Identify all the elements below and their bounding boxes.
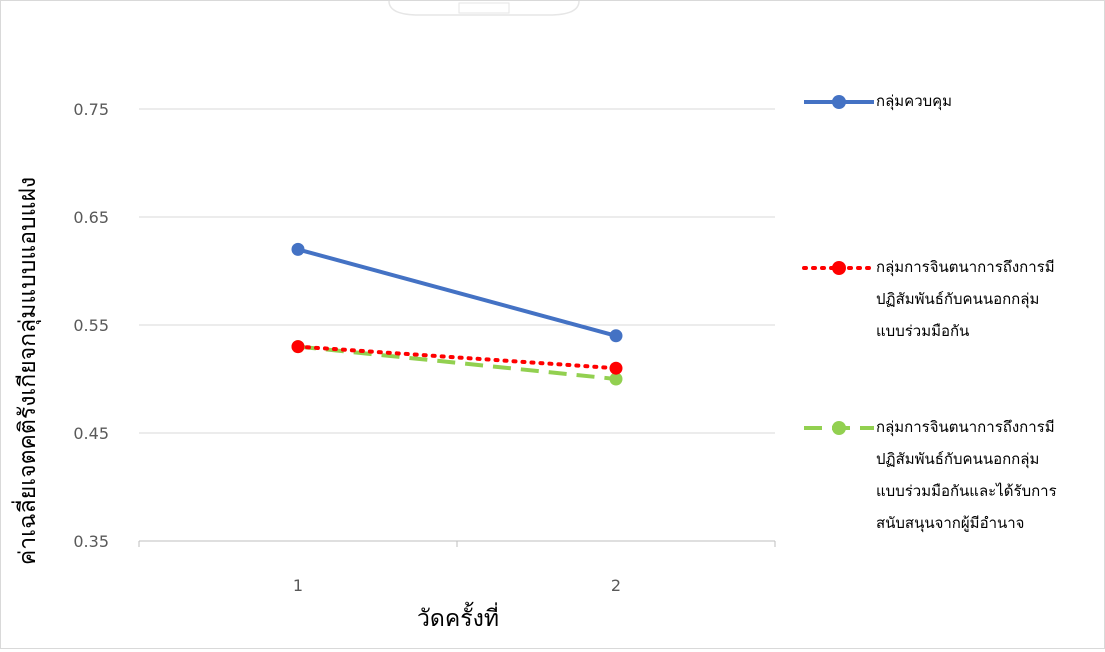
data-point — [291, 242, 305, 256]
legend-label-line: แบบร่วมมือกันและได้รับการ — [876, 482, 1057, 500]
legend-label-line: แบบร่วมมือกัน — [876, 322, 970, 340]
y-tick-label: 0.35 — [73, 532, 109, 551]
series-line — [297, 344, 617, 381]
x-tick-label: 1 — [293, 576, 303, 595]
seal-watermark — [388, 1, 580, 16]
y-tick-label: 0.55 — [73, 316, 109, 335]
y-tick-label: 0.65 — [73, 208, 109, 227]
x-tick-label: 2 — [611, 576, 621, 595]
legend-label-line: กลุ่มควบคุม — [876, 92, 953, 110]
data-point — [609, 361, 623, 375]
legend-label-line: กลุ่มการจินตนาการถึงการมี — [876, 418, 1055, 436]
legend-label-line: ปฏิสัมพันธ์กับคนนอกกลุ่ม — [876, 290, 1040, 308]
legend-swatch — [802, 261, 876, 275]
data-point — [291, 340, 305, 354]
legend-label: กลุ่มควบคุม — [876, 85, 1101, 117]
y-tick-label: 0.45 — [73, 424, 109, 443]
series-line — [297, 247, 617, 338]
y-tick-label: 0.75 — [73, 100, 109, 119]
legend-swatch — [804, 95, 874, 109]
legend-label-line: สนับสนุนจากผู้มีอำนาจ — [876, 514, 1025, 532]
x-axis-label: วัดครั้งที่ — [417, 606, 499, 632]
series-line — [296, 344, 618, 371]
legend-marker — [832, 261, 846, 275]
legend-marker — [832, 421, 846, 435]
y-axis-label: ค่าเฉลี่ยเจตคติรังเกียจกลุ่มแบบแอบแฝง — [15, 176, 41, 566]
data-point — [609, 329, 623, 343]
legend-label-line: ปฏิสัมพันธ์กับคนนอกกลุ่ม — [876, 450, 1040, 468]
data-point — [609, 372, 623, 386]
legend-label: กลุ่มการจินตนาการถึงการมีปฏิสัมพันธ์กับค… — [876, 251, 1101, 347]
legend-label-line: กลุ่มการจินตนาการถึงการมี — [876, 258, 1055, 276]
legend-label: กลุ่มการจินตนาการถึงการมีปฏิสัมพันธ์กับค… — [876, 411, 1101, 539]
legend-marker — [832, 95, 846, 109]
legend-swatch — [804, 421, 874, 435]
